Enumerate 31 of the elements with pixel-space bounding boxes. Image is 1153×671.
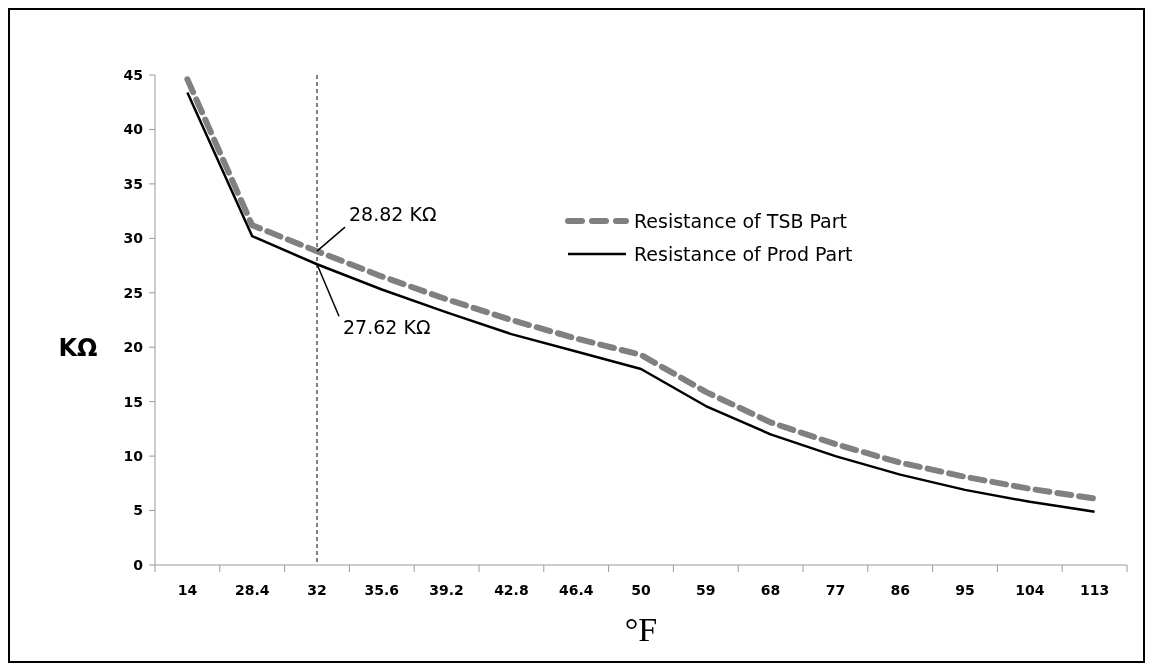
x-tick-label: 104 (1015, 582, 1045, 598)
y-axis-title: KΩ (58, 333, 98, 362)
x-tick-label: 39.2 (429, 582, 464, 598)
x-tick-label: 77 (825, 582, 846, 598)
x-tick-label: 86 (890, 582, 910, 598)
y-tick-label: 45 (123, 66, 143, 83)
y-tick-label: 10 (123, 448, 144, 465)
legend-label: Resistance of Prod Part (634, 242, 853, 265)
y-tick-label: 35 (123, 175, 143, 192)
annotation: 27.62 KΩ (343, 316, 431, 339)
x-tick-label: 35.6 (364, 582, 400, 598)
annotation: 28.82 KΩ (349, 203, 437, 226)
x-tick-label: 28.4 (234, 582, 270, 598)
y-tick-label: 20 (123, 339, 144, 356)
x-tick-label: 68 (760, 582, 781, 598)
x-tick-label: 14 (177, 582, 198, 598)
y-tick-label: 0 (133, 556, 144, 573)
y-tick-label: 30 (123, 230, 144, 247)
y-tick-label: 40 (123, 121, 144, 138)
y-tick-label: 15 (123, 393, 143, 410)
x-tick-label: 46.4 (558, 582, 594, 598)
x-tick-label: 113 (1079, 582, 1110, 598)
x-tick-label: 32 (307, 582, 327, 598)
y-tick-label: 5 (133, 502, 143, 519)
legend-label: Resistance of TSB Part (634, 209, 848, 232)
x-axis-title: °F (624, 611, 658, 648)
x-tick-label: 59 (696, 582, 716, 598)
x-tick-label: 95 (955, 582, 975, 598)
y-tick-label: 25 (123, 284, 143, 301)
x-tick-label: 50 (631, 582, 651, 598)
x-tick-label: 42.8 (494, 582, 529, 598)
